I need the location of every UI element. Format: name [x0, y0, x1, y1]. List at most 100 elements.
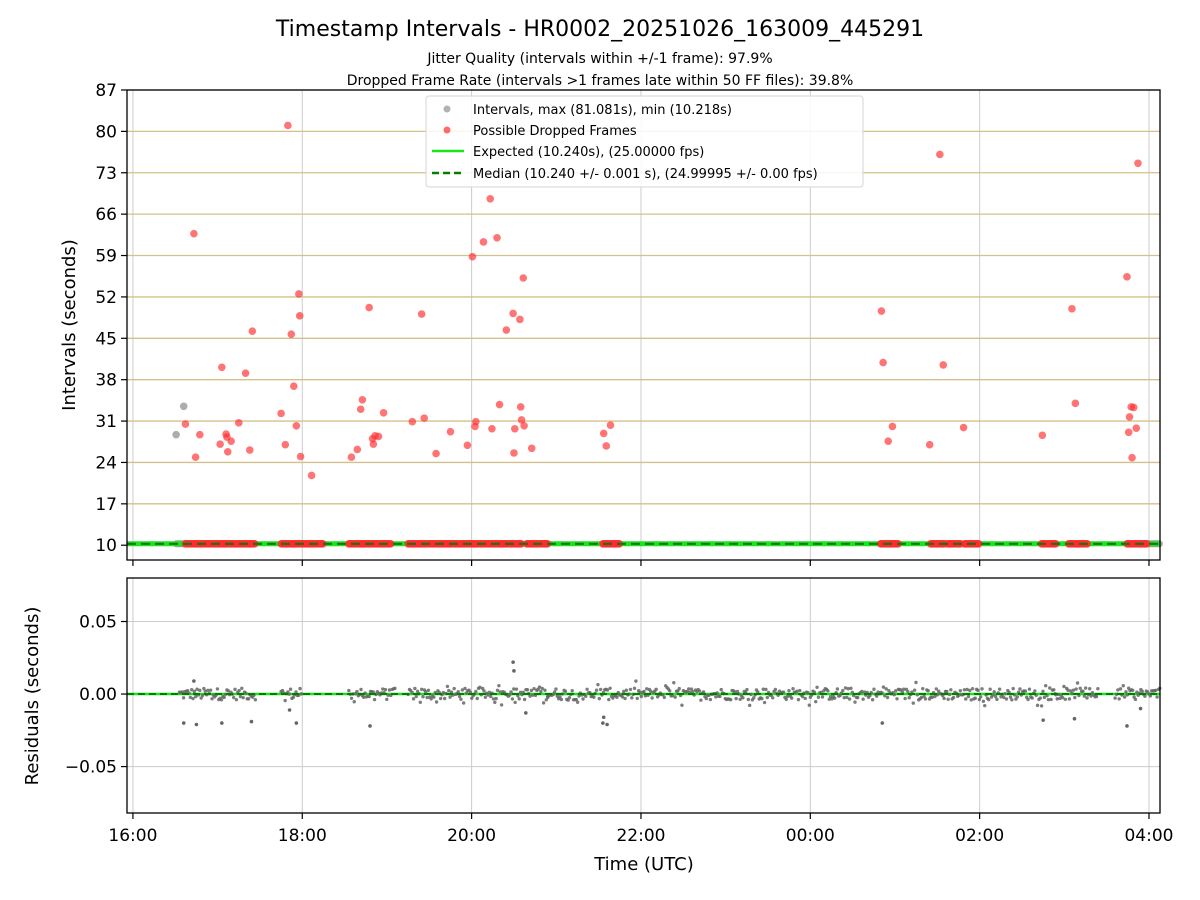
x-tick-label-6: 04:00 — [1124, 826, 1173, 846]
residual-point — [198, 688, 202, 693]
residual-point — [947, 692, 952, 697]
residual-point — [206, 688, 210, 693]
residual-point — [566, 698, 570, 702]
residual-point — [1133, 697, 1138, 702]
residual-point — [432, 695, 436, 699]
residual-point — [1026, 697, 1030, 702]
residual-point — [892, 693, 896, 697]
residual-point — [642, 689, 646, 694]
residual-point — [1078, 686, 1082, 690]
residual-point — [581, 697, 585, 701]
residual-point — [787, 688, 791, 693]
dropped-point-71 — [1071, 399, 1080, 408]
residual-point — [426, 688, 431, 692]
residual-point — [615, 695, 619, 699]
residual-outlier-6 — [287, 708, 292, 712]
dropped-point-37 — [432, 449, 440, 458]
residual-point — [946, 697, 950, 701]
residual-point — [1135, 690, 1139, 694]
residual-point — [372, 697, 377, 702]
dropped-point-78 — [1132, 424, 1141, 432]
residual-point — [1052, 688, 1056, 692]
residual-outlier-10 — [524, 711, 528, 715]
intervals-y-axis-label: Intervals (seconds) — [59, 239, 80, 411]
residual-point — [592, 695, 596, 699]
residual-point — [978, 695, 983, 699]
residual-point — [914, 680, 918, 685]
dropped-point-25 — [353, 445, 362, 454]
residuals-ytick-label-1: 0.00 — [79, 685, 117, 705]
residual-point — [672, 681, 676, 685]
residual-point — [745, 687, 749, 692]
residual-point — [668, 689, 672, 693]
residual-point — [234, 697, 239, 702]
residual-point — [442, 696, 447, 701]
x-tick-label-0: 16:00 — [108, 826, 157, 846]
residual-point — [233, 687, 237, 692]
dropped-point-20 — [295, 290, 303, 298]
residual-point — [605, 688, 610, 692]
residual-point — [899, 688, 903, 692]
residual-point — [1069, 689, 1073, 693]
residual-point — [463, 686, 467, 691]
residual-point — [762, 700, 767, 705]
dropped-point-43 — [479, 238, 488, 246]
residual-point — [687, 687, 691, 691]
residual-point — [522, 697, 527, 702]
residual-point — [718, 694, 722, 699]
dropped-point-10 — [234, 419, 243, 427]
residual-outlier-15 — [1041, 718, 1045, 722]
dropped-point-34 — [408, 417, 417, 426]
residual-outlier-13 — [601, 715, 606, 720]
residual-point — [188, 695, 193, 700]
residual-point — [964, 697, 968, 701]
dropped-point-32 — [374, 432, 383, 441]
residual-point — [1070, 691, 1074, 696]
residual-point — [807, 703, 811, 707]
residual-point — [1082, 694, 1087, 698]
residual-point — [845, 695, 849, 700]
residual-point — [181, 696, 186, 700]
residual-outlier-4 — [249, 719, 254, 724]
legend-dropped-marker — [443, 126, 451, 134]
residual-point — [246, 697, 251, 701]
dropped-baseline-point — [319, 540, 327, 548]
dropped-point-0 — [181, 420, 190, 428]
residual-point — [966, 694, 971, 699]
residual-point — [969, 698, 973, 702]
residual-point — [773, 687, 778, 692]
residual-point — [708, 697, 713, 702]
residual-point — [680, 703, 684, 707]
residual-point — [911, 701, 915, 705]
dropped-point-11 — [241, 369, 250, 377]
residuals-y-ticks: 0.05 0.00 −0.05 — [65, 613, 127, 778]
residual-point — [662, 695, 667, 700]
residual-point — [1008, 695, 1013, 699]
residual-point — [359, 687, 363, 692]
residual-point — [1042, 695, 1047, 700]
residual-point — [791, 687, 795, 691]
dropped-point-67 — [939, 361, 948, 369]
residual-point — [841, 688, 845, 693]
residual-point — [448, 695, 452, 699]
residual-point — [584, 694, 588, 698]
residual-point — [735, 689, 740, 694]
residual-point — [1003, 691, 1007, 696]
intervals-ytick-label-9: 73 — [95, 164, 117, 184]
residual-point — [482, 689, 486, 693]
residual-point — [552, 690, 557, 694]
residual-point — [498, 690, 502, 694]
dropped-point-68 — [959, 423, 968, 432]
dropped-point-15 — [281, 440, 290, 449]
residual-point — [764, 687, 768, 692]
dropped-point-14 — [277, 409, 285, 418]
residual-outlier-5 — [294, 721, 299, 725]
residual-point — [189, 688, 194, 692]
residual-point — [1018, 687, 1022, 691]
residual-point — [1039, 704, 1044, 708]
residual-point — [192, 689, 197, 694]
residual-point — [418, 700, 423, 705]
dropped-point-51 — [510, 424, 519, 433]
residual-point — [677, 686, 681, 691]
residual-point — [634, 679, 638, 683]
